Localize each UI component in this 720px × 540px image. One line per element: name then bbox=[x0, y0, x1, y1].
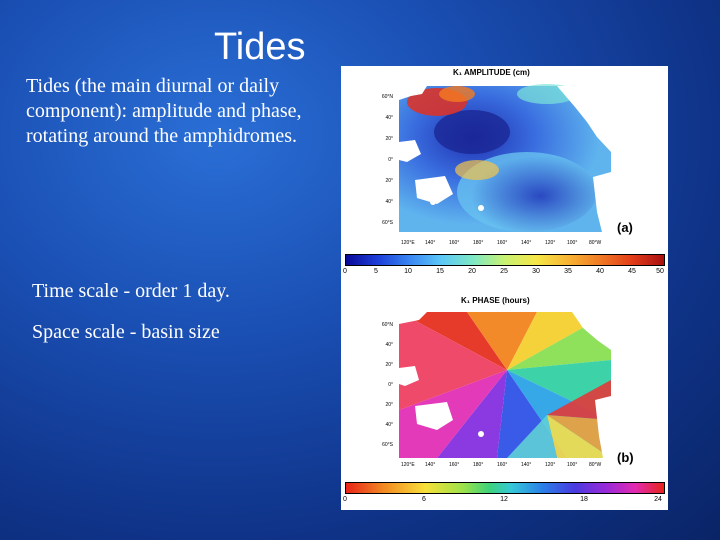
amp-lat-label: 60°S bbox=[382, 220, 393, 226]
amp-colorbar-tick: 5 bbox=[374, 268, 378, 275]
phase-panel-letter: (b) bbox=[617, 450, 634, 465]
amp-lat-label: 40° bbox=[385, 199, 393, 205]
amp-lon-label: 160° bbox=[449, 240, 460, 246]
phase-lat-label: 20° bbox=[385, 402, 393, 408]
amp-lon-label: 120° bbox=[545, 240, 556, 246]
phase-colorbar-tick: 24 bbox=[654, 496, 662, 503]
phase-lon-label: 140° bbox=[521, 462, 532, 468]
amp-lon-label: 140° bbox=[425, 240, 436, 246]
amp-colorbar-tick: 15 bbox=[436, 268, 444, 275]
phase-lat-label: 40° bbox=[385, 342, 393, 348]
phase-panel-title: K₁ PHASE (hours) bbox=[461, 296, 530, 305]
space-scale-line: Space scale - basin size bbox=[32, 321, 220, 343]
phase-lat-label: 60°N bbox=[381, 322, 393, 328]
amp-lon-label: 160° bbox=[497, 240, 508, 246]
phase-lon-label: 100° bbox=[567, 462, 578, 468]
amp-lon-label: 120°E bbox=[401, 240, 415, 246]
amp-lat-label: 20° bbox=[385, 136, 393, 142]
amp-colorbar-tick: 35 bbox=[564, 268, 572, 275]
amplitude-colorbar bbox=[345, 254, 665, 266]
amp-lon-label: 180° bbox=[473, 240, 484, 246]
amp-colorbar-tick: 40 bbox=[596, 268, 604, 275]
phase-lon-label: 120°E bbox=[401, 462, 415, 468]
amplitude-map bbox=[397, 82, 613, 238]
phase-lon-label: 180° bbox=[473, 462, 484, 468]
phase-lat-label: 0° bbox=[388, 382, 393, 388]
tide-figure: K₁ AMPLITUDE (cm) 60°N 40° 2 bbox=[341, 66, 668, 510]
amplitude-panel-title: K₁ AMPLITUDE (cm) bbox=[453, 68, 530, 77]
amp-lat-label: 60°N bbox=[381, 94, 393, 100]
phase-lat-label: 40° bbox=[385, 422, 393, 428]
phase-colorbar bbox=[345, 482, 665, 494]
amp-colorbar-tick: 20 bbox=[468, 268, 476, 275]
phase-lon-label: 120° bbox=[545, 462, 556, 468]
phase-colorbar-tick: 18 bbox=[580, 496, 588, 503]
amp-lat-label: 20° bbox=[385, 178, 393, 184]
amp-colorbar-tick: 30 bbox=[532, 268, 540, 275]
phase-lon-label: 160° bbox=[497, 462, 508, 468]
amp-lat-label: 0° bbox=[388, 157, 393, 163]
slide-title: Tides bbox=[214, 26, 306, 68]
phase-lon-label: 160° bbox=[449, 462, 460, 468]
amp-colorbar-tick: 50 bbox=[656, 268, 664, 275]
amp-colorbar-tick: 0 bbox=[343, 268, 347, 275]
phase-lon-label: 80°W bbox=[589, 462, 602, 468]
amp-colorbar-tick: 45 bbox=[628, 268, 636, 275]
amp-colorbar-tick: 25 bbox=[500, 268, 508, 275]
phase-colorbar-tick: 0 bbox=[343, 496, 347, 503]
amp-colorbar-tick: 10 bbox=[404, 268, 412, 275]
phase-lat-label: 20° bbox=[385, 362, 393, 368]
amp-lat-label: 40° bbox=[385, 115, 393, 121]
phase-lat-label: 60°S bbox=[382, 442, 393, 448]
amp-lon-label: 100° bbox=[567, 240, 578, 246]
time-scale-line: Time scale - order 1 day. bbox=[32, 280, 230, 302]
phase-colorbar-tick: 6 bbox=[422, 496, 426, 503]
amplitude-panel-letter: (a) bbox=[617, 220, 633, 235]
amp-lon-label: 80°W bbox=[589, 240, 602, 246]
phase-map bbox=[397, 310, 613, 460]
amp-lon-label: 140° bbox=[521, 240, 532, 246]
phase-colorbar-tick: 12 bbox=[500, 496, 508, 503]
phase-lon-label: 140° bbox=[425, 462, 436, 468]
intro-paragraph: Tides (the main diurnal or daily compone… bbox=[26, 75, 302, 147]
